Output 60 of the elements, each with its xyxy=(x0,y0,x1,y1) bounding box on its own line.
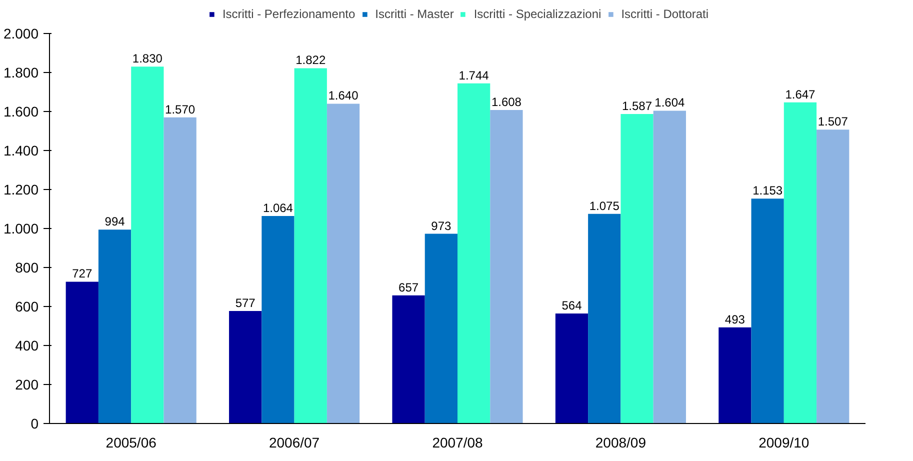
data-label: 1.075 xyxy=(589,198,620,213)
y-tick-label: 800 xyxy=(15,260,39,276)
data-label: 1.822 xyxy=(296,53,326,68)
data-label: 973 xyxy=(431,218,452,233)
x-tick-label: 2006/07 xyxy=(268,434,320,450)
bar xyxy=(784,102,817,424)
y-tick-label: 200 xyxy=(15,376,39,392)
y-tick-label: 1.200 xyxy=(3,182,39,198)
legend-label: Iscritti - Dottorati xyxy=(621,7,709,21)
y-tick-label: 400 xyxy=(15,338,39,354)
bar xyxy=(816,130,850,424)
bar xyxy=(458,83,490,424)
data-label: 1.153 xyxy=(752,184,783,198)
bar xyxy=(294,68,327,424)
y-tick-label: 0 xyxy=(30,416,39,432)
data-label: 1.507 xyxy=(818,114,848,129)
bar xyxy=(653,110,686,424)
data-label: 1.647 xyxy=(785,87,816,102)
x-tick-label: 2005/06 xyxy=(106,434,157,450)
bar xyxy=(424,234,458,424)
legend-label: Iscritti - Specializzazioni xyxy=(474,7,602,21)
y-tick-label: 1.400 xyxy=(3,142,39,158)
x-tick-label: 2009/10 xyxy=(758,434,810,450)
data-label: 1.830 xyxy=(132,52,163,66)
data-label: 1.744 xyxy=(458,68,490,82)
data-label: 1.570 xyxy=(165,102,196,116)
bar xyxy=(620,114,654,424)
bar xyxy=(392,295,425,424)
bar xyxy=(98,230,132,424)
bar xyxy=(490,110,523,424)
bar xyxy=(131,66,164,424)
bar xyxy=(326,104,360,424)
data-label: 657 xyxy=(398,280,419,294)
bar xyxy=(66,282,98,424)
bar xyxy=(751,198,784,424)
y-tick-label: 1.000 xyxy=(3,220,39,236)
bar xyxy=(164,117,196,424)
data-label: 1.587 xyxy=(622,99,652,114)
x-tick-label: 2008/09 xyxy=(595,434,646,450)
data-label: 1.604 xyxy=(654,96,685,110)
bar xyxy=(718,327,752,424)
x-tick-label: 2007/08 xyxy=(432,434,484,450)
y-tick-label: 1.800 xyxy=(3,64,39,80)
data-label: 493 xyxy=(724,312,746,326)
legend-label: Iscritti - Perfezionamento xyxy=(222,7,356,21)
data-label: 1.608 xyxy=(491,94,522,109)
bar xyxy=(262,216,294,424)
data-label: 1.064 xyxy=(262,201,294,216)
y-tick-label: 1.600 xyxy=(3,104,39,120)
bar xyxy=(588,214,621,424)
legend-label: Iscritti - Master xyxy=(375,7,454,21)
y-tick-label: 600 xyxy=(15,298,39,314)
y-tick-label: 2.000 xyxy=(3,26,39,42)
data-label: 564 xyxy=(562,298,582,313)
data-label: 994 xyxy=(104,214,126,229)
bar xyxy=(229,310,262,424)
data-label: 1.640 xyxy=(328,88,359,103)
bar xyxy=(555,314,588,424)
data-label: 577 xyxy=(235,296,256,310)
data-label: 727 xyxy=(72,266,92,281)
